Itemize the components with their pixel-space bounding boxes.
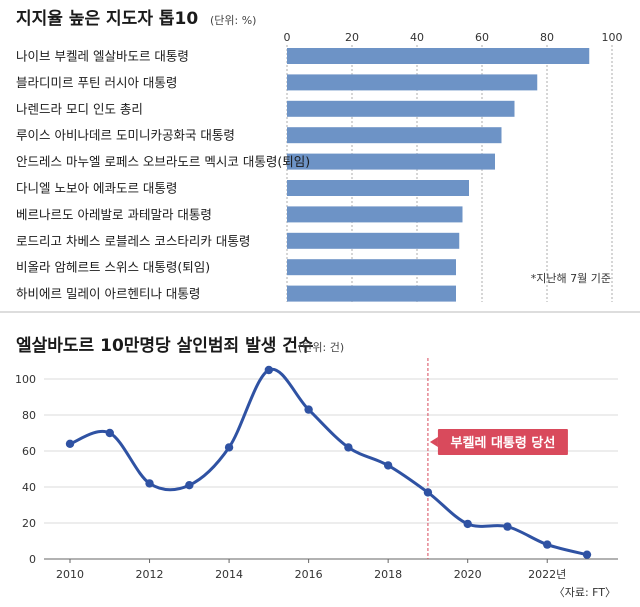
point-2022 <box>543 540 552 549</box>
bar-3 <box>287 100 515 117</box>
line-y-tick-60: 60 <box>22 445 36 458</box>
bar-x-tick-0: 0 <box>284 31 291 44</box>
bar-2 <box>287 74 538 91</box>
bar-x-tick-80: 80 <box>540 31 554 44</box>
point-2023 <box>582 550 592 559</box>
bar-label-7: 베르나르도 아레발로 과테말라 대통령 <box>16 207 212 222</box>
point-2018 <box>383 461 393 470</box>
point-2010 <box>65 439 75 448</box>
line-y-tick-0: 0 <box>29 553 36 566</box>
point-2020 <box>463 519 472 529</box>
point-2021 <box>503 522 512 531</box>
bar-x-tick-20: 20 <box>345 31 359 44</box>
point-2013 <box>185 481 194 490</box>
line-y-tick-40: 40 <box>22 481 36 494</box>
bar-6 <box>287 180 469 196</box>
line-y-ticks: 0 20 40 60 80 100 <box>15 373 36 566</box>
bar-7 <box>287 206 463 223</box>
line-y-tick-20: 20 <box>22 517 36 530</box>
bar-8 <box>287 232 460 249</box>
line-grid <box>44 378 618 560</box>
point-2014 <box>224 443 234 452</box>
bar-label-1: 나이브 부켈레 엘살바도르 대통령 <box>16 49 189 64</box>
bar-label-3: 나렌드라 모디 인도 총리 <box>16 101 143 116</box>
point-2012 <box>145 479 154 488</box>
line-x-tick-2022: 2022년 <box>528 568 566 581</box>
bar-label-5: 안드레스 마누엘 로페스 오브라도르 멕시코 대통령(퇴임) <box>16 154 310 169</box>
election-label: 부켈레 대통령 당선 <box>451 435 556 451</box>
bar-chart-note: *지난해 7월 기준 <box>531 271 611 285</box>
bar-label-4: 루이스 아비나데르 도미니카공화국 대통령 <box>16 128 235 143</box>
bar-grid <box>286 45 613 302</box>
line-x-ticks: 2010 2012 2014 2016 2018 2020 2022년 <box>56 559 566 581</box>
election-label-pointer <box>429 437 438 447</box>
bar-9 <box>287 259 456 276</box>
line-x-tick-2012: 2012 <box>136 568 164 581</box>
bar-label-6: 다니엘 노보아 에콰도르 대통령 <box>16 181 177 196</box>
point-2011 <box>105 428 114 438</box>
bar-label-10: 하비에르 밀레이 아르헨티나 대통령 <box>16 286 200 301</box>
line-x-tick-2020: 2020 <box>454 568 482 581</box>
bar-label-9: 비올라 암헤르트 스위스 대통령(퇴임) <box>16 260 210 275</box>
bar-label-8: 로드리고 차베스 로블레스 코스타리카 대통령 <box>16 233 250 248</box>
line-x-tick-2016: 2016 <box>295 568 323 581</box>
line-x-tick-2014: 2014 <box>215 568 243 581</box>
line-x-tick-2018: 2018 <box>374 568 402 581</box>
election-label-box <box>437 429 568 455</box>
point-2016 <box>304 405 313 414</box>
bar-chart: 지지율 높은 지도자 톱10 (단위: %) 0 20 40 60 80 100 나이브 … <box>16 9 623 302</box>
bar-x-ticks: 0 20 40 60 80 100 <box>284 31 623 44</box>
line-chart-title: 엘살바도르 10만명당 살인범죄 발생 건수 <box>16 336 314 356</box>
bar-1 <box>287 48 590 64</box>
bar-x-tick-60: 60 <box>475 31 489 44</box>
bar-chart-title: 지지율 높은 지도자 톱10 <box>16 9 198 29</box>
bar-5 <box>287 153 495 170</box>
point-2019 <box>423 488 433 497</box>
line-y-tick-100: 100 <box>15 373 36 386</box>
line-chart: 엘살바도르 10만명당 살인범죄 발생 건수 (단위: 건) 0 20 40 60 80… <box>15 336 618 599</box>
bar-series <box>287 48 590 302</box>
bar-x-tick-40: 40 <box>410 31 424 44</box>
source-label: 〈자료: FT〉 <box>554 586 616 599</box>
bar-label-2: 블라디미르 푸틴 러시아 대통령 <box>16 75 177 90</box>
line-x-tick-2010: 2010 <box>56 568 84 581</box>
bar-4 <box>287 127 502 144</box>
point-2017 <box>344 443 353 452</box>
election-annotation: 부켈레 대통령 당선 <box>427 358 568 559</box>
line-chart-unit: (단위: 건) <box>298 341 344 354</box>
line-series <box>65 365 592 559</box>
point-2015 <box>264 365 274 375</box>
bar-chart-unit: (단위: %) <box>210 14 256 27</box>
bar-10 <box>287 285 456 302</box>
bar-x-tick-100: 100 <box>602 31 623 44</box>
line-y-tick-80: 80 <box>22 409 36 422</box>
